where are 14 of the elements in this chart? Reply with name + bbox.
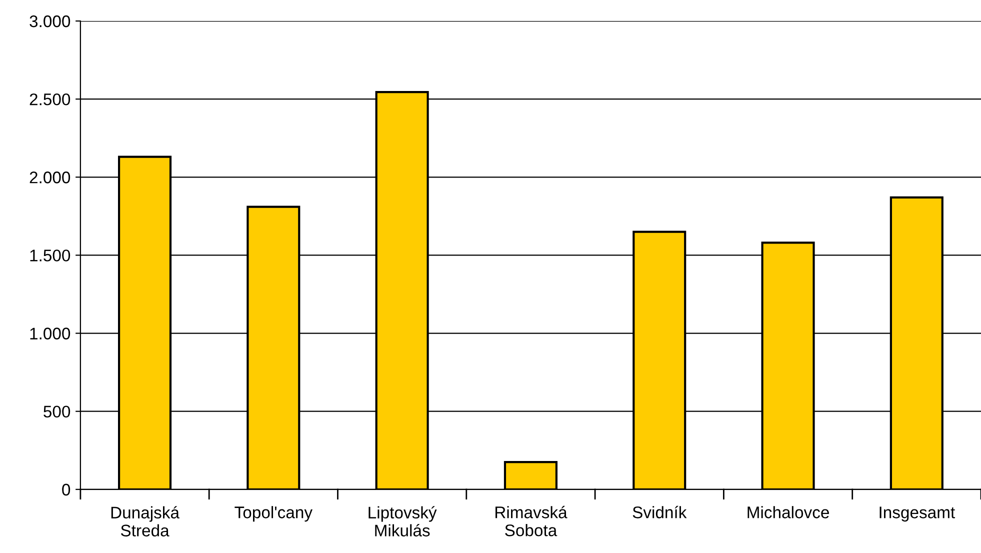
x-tick-label: Liptovský Mikulás xyxy=(368,506,437,536)
y-tick-label: 2.000 xyxy=(30,172,70,184)
x-tick-label: Rimavská Sobota xyxy=(496,506,568,536)
x-tick-label: Insgesamt xyxy=(880,506,955,522)
x-tick-label: Michalovce xyxy=(748,506,829,518)
x-tick-label: Dunajská Streda xyxy=(111,506,180,536)
y-tick-label: 3.000 xyxy=(30,15,70,28)
x-tick-label: Topol'cany xyxy=(234,506,312,522)
x-tick-label: Svidník xyxy=(632,506,687,518)
y-tick-label: 500 xyxy=(44,406,70,418)
y-tick-label: 2.500 xyxy=(30,93,70,106)
y-tick-label: 1.000 xyxy=(30,328,70,340)
y-tick-label: 0 xyxy=(62,484,70,496)
y-tick-label: 1.500 xyxy=(30,250,70,262)
